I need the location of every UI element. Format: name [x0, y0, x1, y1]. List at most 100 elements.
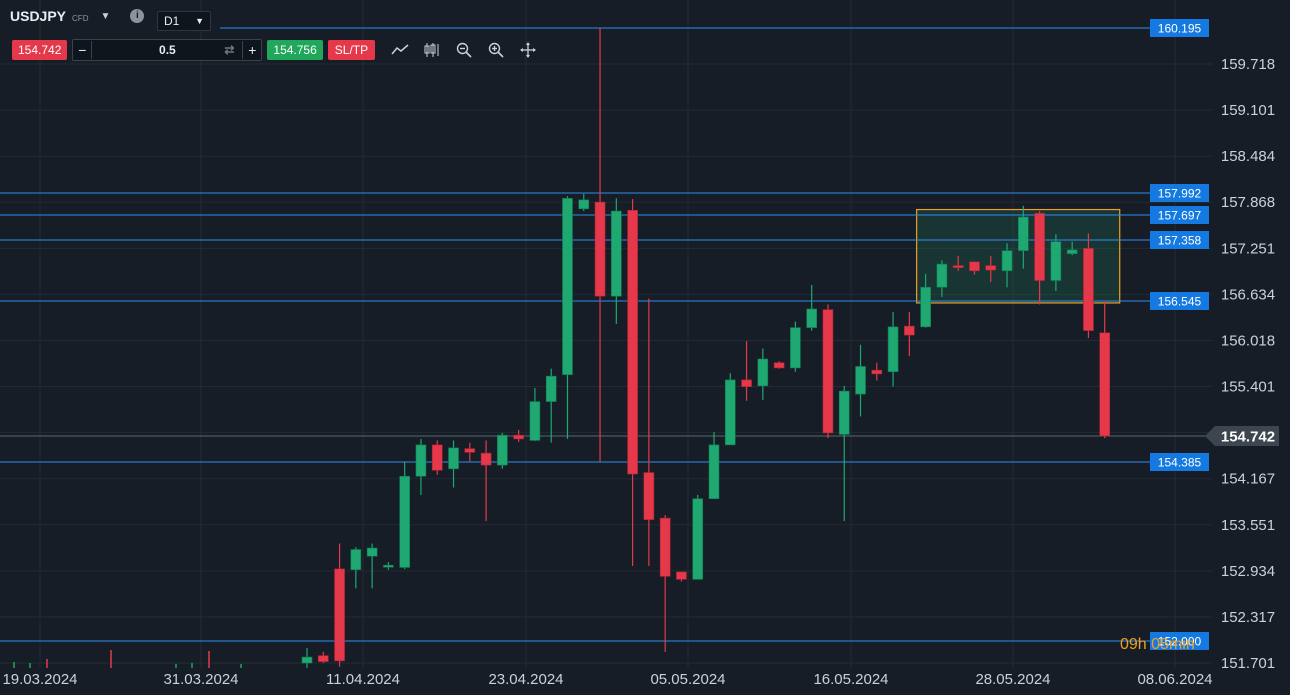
candle[interactable] — [692, 494, 704, 580]
timeframe-select[interactable]: D1 ▼ — [157, 11, 211, 31]
candle[interactable] — [773, 361, 785, 369]
current-price-text: 154.742 — [1221, 429, 1275, 446]
candle[interactable] — [643, 298, 655, 566]
candle[interactable] — [562, 196, 573, 439]
candle[interactable] — [806, 285, 817, 331]
candle[interactable] — [790, 321, 801, 372]
sltp-button[interactable]: SL/TP — [327, 40, 376, 60]
candle[interactable] — [448, 440, 459, 488]
candle[interactable] — [985, 255, 997, 283]
line-chart-icon[interactable] — [390, 40, 410, 60]
candle[interactable] — [676, 571, 687, 582]
level-label-text: 157.358 — [1158, 234, 1202, 248]
candle[interactable] — [887, 311, 899, 387]
price-tick-label: 159.101 — [1221, 102, 1275, 119]
candle[interactable] — [1050, 234, 1062, 291]
timeframe-value: D1 — [164, 14, 180, 28]
increase-button[interactable]: + — [248, 42, 257, 58]
candle[interactable] — [952, 255, 964, 271]
quantity-field[interactable]: 0.5 ⇄ — [91, 41, 244, 59]
zoom-in-icon[interactable] — [486, 40, 506, 60]
candle[interactable] — [529, 388, 541, 442]
sell-price-button[interactable]: 154.742 — [12, 40, 68, 60]
date-tick-label: 16.05.2024 — [813, 671, 888, 688]
level-label — [1150, 453, 1209, 471]
candle[interactable] — [969, 261, 980, 275]
price-tick-label: 152.317 — [1221, 609, 1275, 626]
candle[interactable] — [1066, 241, 1078, 256]
date-tick-label: 23.04.2024 — [488, 671, 563, 688]
date-tick-label: 08.06.2024 — [1137, 671, 1212, 688]
candle[interactable] — [399, 461, 410, 569]
candle[interactable] — [741, 341, 752, 401]
candle[interactable] — [415, 438, 427, 495]
candle[interactable] — [317, 651, 329, 664]
date-tick-label: 31.03.2024 — [163, 671, 238, 688]
price-tick-label: 151.701 — [1221, 655, 1275, 672]
price-tick-label: 157.868 — [1221, 194, 1275, 211]
date-tick-label: 11.04.2024 — [326, 671, 400, 688]
candle[interactable] — [904, 311, 915, 356]
candle[interactable] — [659, 515, 671, 652]
candle[interactable] — [1083, 233, 1094, 339]
level-label — [1150, 19, 1209, 37]
symbol-selector[interactable]: USDJPY CFD ▼ i — [10, 8, 145, 24]
candle[interactable] — [497, 432, 508, 469]
candle[interactable] — [871, 362, 883, 381]
price-tick-label: 158.484 — [1221, 148, 1275, 165]
candle[interactable] — [301, 648, 313, 671]
price-axis[interactable] — [1212, 0, 1290, 695]
level-label-text: 157.697 — [1158, 209, 1202, 223]
candle[interactable] — [334, 543, 345, 667]
symbol-name: USDJPY — [10, 8, 67, 24]
info-icon[interactable]: i — [130, 9, 145, 23]
candle[interactable] — [1034, 211, 1045, 305]
chart-tools — [390, 40, 538, 60]
candle[interactable] — [708, 432, 720, 499]
candle[interactable] — [936, 260, 948, 297]
date-tick-label: 28.05.2024 — [975, 671, 1050, 688]
candle[interactable] — [366, 543, 378, 589]
date-axis[interactable] — [0, 668, 1212, 695]
zoom-out-icon[interactable] — [454, 40, 474, 60]
candle[interactable] — [464, 442, 476, 462]
level-label-text: 156.545 — [1158, 295, 1202, 309]
candle[interactable] — [383, 562, 394, 570]
candle[interactable] — [1099, 300, 1111, 439]
candle[interactable] — [757, 348, 769, 401]
chevron-down-icon[interactable]: ▼ — [100, 10, 111, 22]
candle[interactable] — [350, 547, 362, 589]
candle[interactable] — [594, 27, 606, 462]
decrease-button[interactable]: − — [78, 42, 87, 58]
price-tick-label: 159.718 — [1221, 56, 1275, 73]
candle[interactable] — [578, 193, 590, 212]
candle[interactable] — [1001, 243, 1013, 288]
quantity-stepper[interactable]: − 0.5 ⇄ + — [72, 39, 263, 61]
price-tick-label: 157.251 — [1221, 240, 1275, 257]
candle[interactable] — [627, 199, 638, 566]
swap-icon[interactable]: ⇄ — [224, 43, 235, 57]
move-icon[interactable] — [518, 40, 538, 60]
candle[interactable] — [822, 304, 834, 439]
candle[interactable] — [838, 385, 850, 522]
candle[interactable] — [855, 344, 866, 417]
price-tick-label: 156.018 — [1221, 332, 1275, 349]
bar-countdown: 09h 05min — [1120, 636, 1195, 653]
candle[interactable] — [513, 429, 524, 442]
candle[interactable] — [920, 273, 931, 328]
candle[interactable] — [724, 373, 736, 446]
candle[interactable] — [545, 368, 557, 443]
level-label-text: 154.385 — [1158, 456, 1202, 470]
price-tick-label: 154.167 — [1221, 471, 1275, 488]
candle[interactable] — [431, 440, 443, 475]
candle[interactable] — [480, 440, 492, 522]
candle[interactable] — [1018, 205, 1029, 269]
candle[interactable] — [611, 198, 622, 324]
candles-icon[interactable] — [422, 40, 442, 60]
current-price-tag — [1205, 426, 1279, 446]
price-tick-label: 152.934 — [1221, 563, 1275, 580]
buy-price-button[interactable]: 154.756 — [267, 40, 323, 60]
date-tick-label: 19.03.2024 — [2, 671, 77, 688]
level-label — [1150, 184, 1209, 202]
